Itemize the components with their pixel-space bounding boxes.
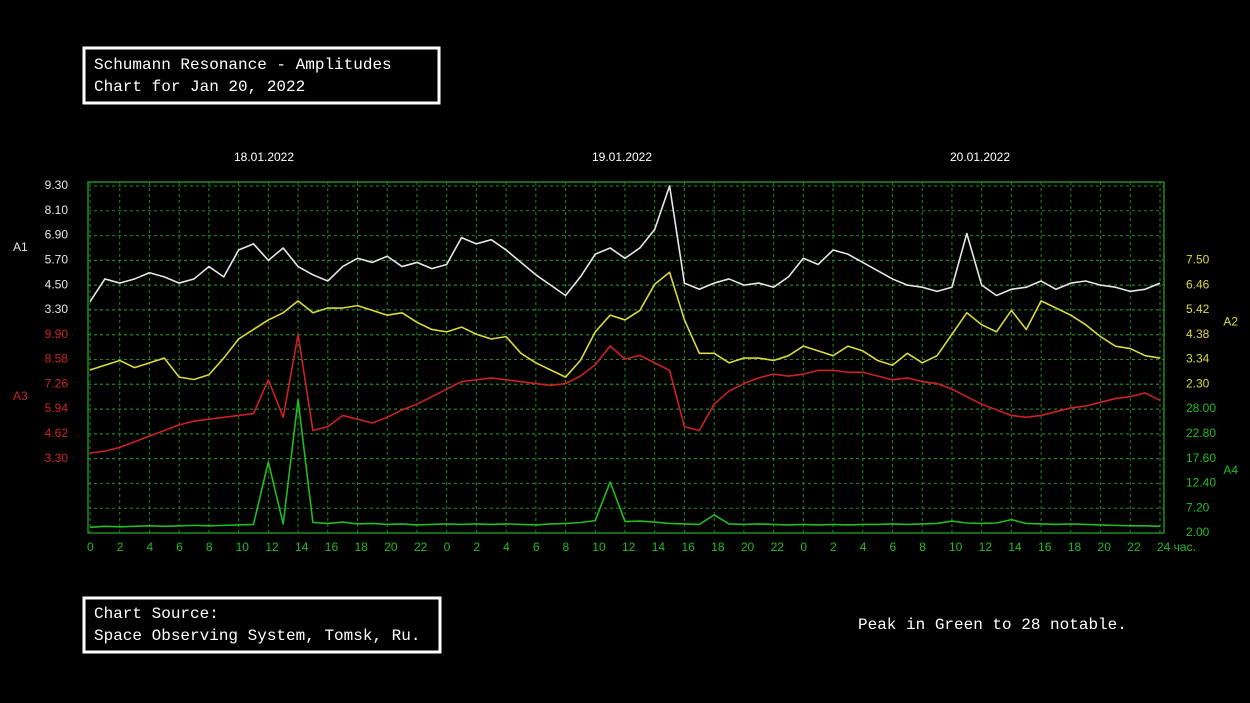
subtitle: Chart for Jan 20, 2022 bbox=[94, 78, 305, 96]
x-tick-label: 4 bbox=[860, 540, 867, 554]
y-tick-label: 4.50 bbox=[45, 277, 69, 291]
y-tick-label: 22.80 bbox=[1186, 426, 1216, 440]
axis-label: A4 bbox=[1223, 463, 1238, 477]
x-tick-label: 18 bbox=[1068, 540, 1082, 554]
source-box bbox=[82, 596, 442, 654]
x-tick-label: 16 bbox=[325, 540, 339, 554]
axis-label: A2 bbox=[1223, 314, 1238, 328]
x-tick-label: 20 bbox=[384, 540, 398, 554]
x-tick-label: 6 bbox=[176, 540, 183, 554]
y-tick-label: 17.60 bbox=[1186, 451, 1216, 465]
y-tick-label: 6.46 bbox=[1186, 277, 1210, 291]
x-tick-label: 12 bbox=[622, 540, 636, 554]
y-tick-label: 8.10 bbox=[45, 203, 69, 217]
source-label: Chart Source: bbox=[94, 605, 219, 623]
x-tick-label: 18 bbox=[711, 540, 725, 554]
y-tick-label: 2.30 bbox=[1186, 376, 1210, 390]
x-tick-label: 14 bbox=[1008, 540, 1022, 554]
title-box bbox=[82, 46, 441, 105]
x-tick-label: 4 bbox=[146, 540, 153, 554]
y-tick-label: 2.00 bbox=[1186, 525, 1210, 539]
title: Schumann Resonance - Amplitudes bbox=[94, 56, 392, 74]
x-tick-label: 12 bbox=[979, 540, 993, 554]
x-tick-label: 2 bbox=[830, 540, 837, 554]
x-tick-label: 18 bbox=[355, 540, 369, 554]
date-label: 19.01.2022 bbox=[592, 150, 652, 164]
y-tick-label: 7.26 bbox=[45, 376, 69, 390]
y-tick-label: 4.62 bbox=[45, 426, 69, 440]
x-tick-label: 8 bbox=[206, 540, 213, 554]
y-tick-label: 28.00 bbox=[1186, 401, 1216, 415]
axis-label: A3 bbox=[13, 389, 28, 403]
x-tick-label: 14 bbox=[652, 540, 666, 554]
axis-label: A1 bbox=[13, 240, 28, 254]
x-tick-label: 0 bbox=[800, 540, 807, 554]
plot-frame bbox=[87, 181, 1165, 534]
y-tick-label: 8.58 bbox=[45, 352, 69, 366]
x-tick-label: 4 bbox=[503, 540, 510, 554]
x-tick-label: 2 bbox=[473, 540, 480, 554]
y-tick-label: 4.38 bbox=[1186, 327, 1210, 341]
y-tick-label: 3.30 bbox=[45, 451, 69, 465]
x-tick-label: 22 bbox=[414, 540, 428, 554]
x-tick-label: 16 bbox=[1038, 540, 1052, 554]
x-tick-label: 10 bbox=[949, 540, 963, 554]
y-tick-label: 6.90 bbox=[45, 228, 69, 242]
y-tick-label: 7.20 bbox=[1186, 500, 1210, 514]
y-tick-label: 5.70 bbox=[45, 253, 69, 267]
y-tick-label: 5.94 bbox=[45, 401, 69, 415]
x-tick-label: 8 bbox=[919, 540, 926, 554]
x-tick-label: 2 bbox=[117, 540, 124, 554]
x-tick-label: 8 bbox=[563, 540, 570, 554]
x-tick-label: 10 bbox=[236, 540, 250, 554]
source-text: Space Observing System, Tomsk, Ru. bbox=[94, 627, 420, 645]
x-tick-label: 14 bbox=[295, 540, 309, 554]
x-tick-label: 12 bbox=[265, 540, 279, 554]
x-tick-label: 6 bbox=[890, 540, 897, 554]
x-tick-label: 10 bbox=[592, 540, 606, 554]
x-tick-label: 0 bbox=[87, 540, 94, 554]
y-tick-label: 3.30 bbox=[45, 302, 69, 316]
y-tick-label: 9.30 bbox=[45, 178, 69, 192]
x-tick-label: 20 bbox=[741, 540, 755, 554]
x-tick-label: 16 bbox=[681, 540, 695, 554]
x-tick-label: 20 bbox=[1098, 540, 1112, 554]
series-line bbox=[89, 185, 1161, 303]
x-tick-label: 22 bbox=[1127, 540, 1141, 554]
x-tick-label: 24 час. bbox=[1157, 540, 1196, 554]
y-tick-label: 12.40 bbox=[1186, 476, 1216, 490]
series-line bbox=[89, 271, 1161, 381]
y-tick-label: 9.90 bbox=[45, 327, 69, 341]
y-tick-label: 5.42 bbox=[1186, 302, 1210, 316]
series-line bbox=[89, 398, 1161, 529]
x-tick-label: 22 bbox=[771, 540, 785, 554]
y-tick-label: 7.50 bbox=[1186, 253, 1210, 267]
y-tick-label: 3.34 bbox=[1186, 352, 1210, 366]
x-tick-label: 6 bbox=[533, 540, 540, 554]
date-label: 18.01.2022 bbox=[234, 150, 294, 164]
x-tick-label: 0 bbox=[444, 540, 451, 554]
note: Peak in Green to 28 notable. bbox=[858, 616, 1127, 634]
series-line bbox=[89, 333, 1161, 454]
date-label: 20.01.2022 bbox=[950, 150, 1010, 164]
